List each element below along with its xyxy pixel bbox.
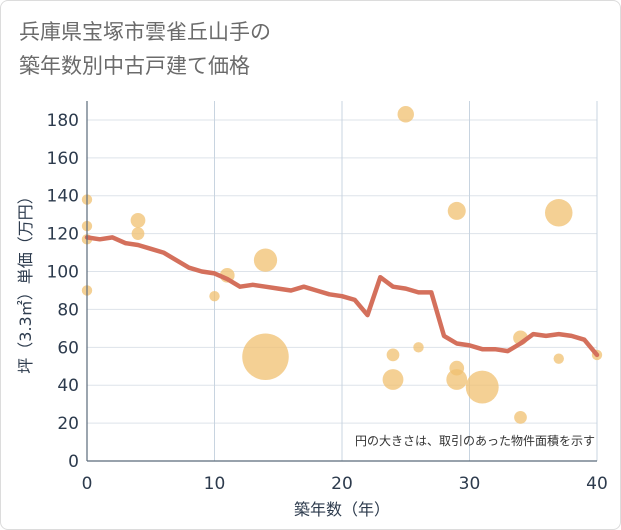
y-tick-label: 100 [47,263,79,283]
scatter-point [544,199,573,227]
y-tick-label: 20 [57,414,79,434]
tick-labels: 0 20 40 60 80 100 120 140 160 180 0 10 20 30 40 [47,111,608,494]
chart-title-line-2: 築年数別中古戸建て価格 [19,54,250,78]
scatter-point [447,201,466,220]
scatter-point [446,369,468,390]
y-axis-label: 坪（3.3㎡）単価（万円） [16,188,35,373]
scatter-point [397,106,414,123]
scatter-point [131,227,145,241]
bubble-size-note: 円の大きさは、取引のあった物件面積を示す [355,433,595,448]
scatter-point [130,213,146,228]
scatter-point [465,370,499,404]
x-tick-label: 30 [459,474,481,494]
y-tick-label: 80 [57,300,79,320]
y-tick-label: 180 [47,111,79,131]
x-axis-label: 築年数（年） [294,500,390,519]
trend-layer [84,235,600,358]
scatter-point [413,342,424,353]
chart-title-line-1: 兵庫県宝塚市雲雀丘山手の [19,20,271,44]
y-tick-label: 140 [47,187,79,207]
scatter-point [553,353,564,364]
x-tick-label: 40 [586,474,608,494]
scatter-point [253,248,278,272]
chart-grid [87,101,598,461]
axes-layer [86,101,597,462]
trend-line [84,235,600,358]
y-tick-label: 0 [68,452,79,472]
x-tick-label: 20 [331,474,353,494]
y-tick-label: 40 [57,376,79,396]
y-tick-label: 120 [47,225,79,245]
scatter-point [242,333,289,381]
scatter-point [514,411,527,424]
chart-title: 兵庫県宝塚市雲雀丘山手の 築年数別中古戸建て価格 [19,15,599,83]
y-tick-label: 160 [47,149,79,169]
scatter-point [382,369,404,390]
x-tick-label: 0 [82,474,93,494]
x-tick-label: 10 [204,474,226,494]
scatter-point [209,290,220,302]
scatter-point [386,348,400,362]
y-tick-label: 60 [57,338,79,358]
